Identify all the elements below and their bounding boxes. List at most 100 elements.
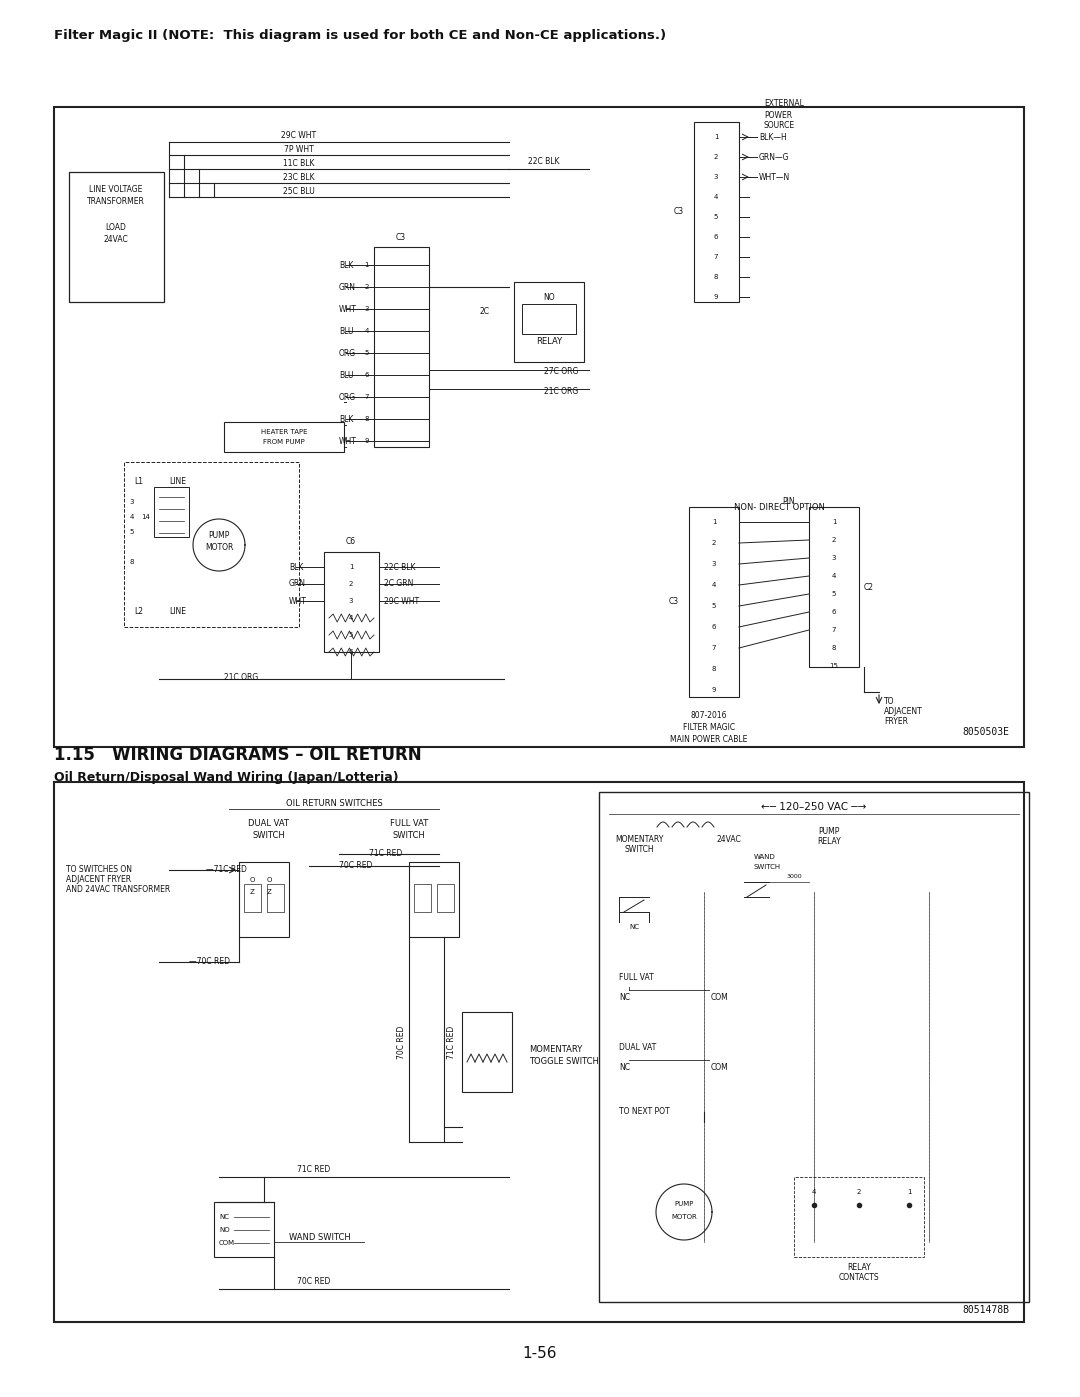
Text: FRYER: FRYER [885,718,908,726]
Text: 6: 6 [365,372,369,379]
Text: GRN: GRN [289,580,306,588]
Text: 2: 2 [832,536,836,543]
Text: MAIN POWER CABLE: MAIN POWER CABLE [671,735,747,743]
Text: GRN—G: GRN—G [759,152,789,162]
Text: ORG: ORG [339,348,356,358]
Text: NO: NO [543,292,555,302]
Text: 29C WHT: 29C WHT [384,597,419,605]
Text: BLK: BLK [289,563,303,571]
Text: PUMP: PUMP [674,1201,693,1207]
Text: LOAD: LOAD [106,222,126,232]
Text: POWER: POWER [764,110,792,120]
Text: 9: 9 [714,293,718,300]
Text: O: O [267,877,272,883]
Text: COM: COM [711,992,729,1002]
Text: FILTER MAGIC: FILTER MAGIC [683,722,735,732]
Bar [437,884,454,912]
Text: 4: 4 [714,194,718,200]
Text: 7P WHT: 7P WHT [284,144,314,154]
Text: 29C WHT: 29C WHT [282,131,316,141]
Bar [124,462,299,627]
Text: —70C RED: —70C RED [189,957,230,967]
Text: 6: 6 [714,235,718,240]
Text: 71C RED: 71C RED [447,1025,457,1059]
Text: 1: 1 [714,134,718,140]
Text: C3: C3 [396,232,406,242]
Bar [374,247,429,447]
Text: WHT: WHT [289,597,307,605]
Bar [239,862,289,937]
Bar [224,422,345,453]
Bar [689,507,739,697]
Text: AND 24VAC TRANSFORMER: AND 24VAC TRANSFORMER [66,884,171,894]
Bar [522,305,576,334]
Text: 4: 4 [130,514,134,520]
Text: 807-2016: 807-2016 [691,711,727,719]
Bar [809,507,859,666]
Text: FULL VAT: FULL VAT [619,972,653,982]
Text: RELAY: RELAY [818,837,841,847]
Text: GRN: GRN [339,282,356,292]
Text: NC: NC [619,992,630,1002]
Text: PUMP: PUMP [208,531,230,539]
Text: LINE: LINE [168,478,186,486]
Text: BLK: BLK [339,260,353,270]
Text: DUAL VAT: DUAL VAT [248,820,289,828]
Text: BLU: BLU [339,370,353,380]
Text: 9: 9 [712,687,716,693]
Text: FROM PUMP: FROM PUMP [264,439,305,446]
Text: 4: 4 [349,615,353,622]
Text: 22C BLK: 22C BLK [384,563,416,571]
Text: —71C RED: —71C RED [206,866,247,875]
Text: 2: 2 [712,541,716,546]
Text: SOURCE: SOURCE [764,122,795,130]
Text: SWITCH: SWITCH [393,830,426,840]
Text: WAND SWITCH: WAND SWITCH [289,1232,351,1242]
Bar [54,782,1024,1322]
Text: 1-56: 1-56 [523,1347,557,1362]
Text: 24VAC: 24VAC [717,835,741,845]
Text: 71C RED: 71C RED [369,849,402,859]
Text: 1: 1 [365,263,369,268]
Text: 3: 3 [714,175,718,180]
Text: NO: NO [219,1227,230,1234]
Text: 2C: 2C [480,307,489,317]
Text: 5: 5 [130,529,134,535]
Text: C2: C2 [864,583,874,591]
Text: 8: 8 [365,416,369,422]
Text: FULL VAT: FULL VAT [390,820,428,828]
Text: 70C RED: 70C RED [339,862,373,870]
Text: 3: 3 [832,555,836,562]
Text: 25C BLU: 25C BLU [283,187,315,196]
Bar [54,108,1024,747]
Text: MOTOR: MOTOR [205,542,233,552]
Text: 27C ORG: 27C ORG [544,367,579,377]
Text: 3: 3 [365,306,369,312]
Text: 5: 5 [349,631,353,638]
Text: SWITCH: SWITCH [624,845,653,855]
Text: 2: 2 [714,154,718,161]
Text: L1: L1 [135,478,144,486]
Bar [214,1201,274,1257]
Text: TRANSFORMER: TRANSFORMER [87,197,145,207]
Text: HEATER TAPE: HEATER TAPE [260,429,307,434]
Text: WHT: WHT [339,436,356,446]
Text: PUMP: PUMP [819,827,839,837]
Text: MOMENTARY: MOMENTARY [529,1045,582,1055]
Text: 4: 4 [832,573,836,578]
Text: 21C ORG: 21C ORG [224,672,258,682]
Text: ORG: ORG [339,393,356,401]
Text: 7: 7 [365,394,369,400]
Text: WAND: WAND [754,854,775,861]
Text: 3: 3 [349,598,353,604]
Bar [267,884,284,912]
Bar [794,1178,924,1257]
Text: 3: 3 [712,562,716,567]
Text: BLK: BLK [339,415,353,423]
Text: 15: 15 [829,664,838,669]
Text: 6: 6 [712,624,716,630]
Bar [414,884,431,912]
Text: ←─ 120–250 VAC ─→: ←─ 120–250 VAC ─→ [761,802,866,812]
Bar [694,122,739,302]
Bar [409,862,459,937]
